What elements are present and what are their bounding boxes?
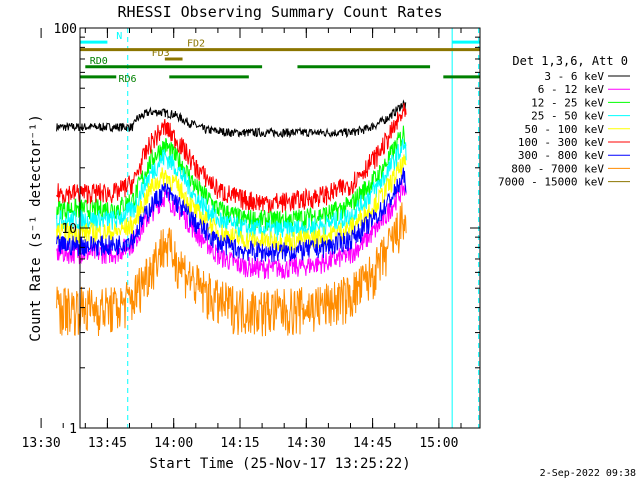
x-axis-label: Start Time (25-Nov-17 13:25:22) (149, 456, 410, 472)
x-tick-label: 14:30 (287, 436, 326, 451)
series-line (56, 99, 407, 139)
series-line (56, 154, 407, 254)
series-line (56, 138, 407, 242)
legend-label: 6 - 12 keV (538, 83, 605, 96)
legend-label: 300 - 800 keV (518, 149, 604, 162)
flag-label: RD0 (90, 56, 108, 67)
legend-label: 7000 - 15000 keV (498, 176, 604, 189)
legend-label: 3 - 6 keV (544, 70, 604, 83)
y-tick-label: 10 (61, 222, 77, 237)
footer-timestamp: 2-Sep-2022 09:38 (540, 468, 636, 479)
flag-label: N (116, 31, 122, 42)
chart-title: RHESSI Observing Summary Count Rates (117, 3, 442, 21)
legend-label: 100 - 300 keV (518, 136, 604, 149)
legend-label: 12 - 25 keV (531, 96, 604, 109)
x-tick-label: 13:45 (88, 436, 127, 451)
legend-label: 25 - 50 keV (531, 110, 604, 123)
plot-area (56, 28, 480, 428)
flag-bars: N FD2 FD3 RD0 RD6 (80, 31, 480, 85)
y-axis: 1 10 100 (54, 22, 480, 437)
y-axis-label: Count Rate (s⁻¹ detector⁻¹) (28, 114, 44, 342)
x-tick-label: 15:00 (419, 436, 458, 451)
series-line (56, 102, 407, 214)
y-tick-label: 100 (54, 22, 77, 37)
x-tick-label: 13:30 (22, 436, 61, 451)
x-axis: 13:30 13:45 14:00 14:15 14:30 14:45 15:00 (22, 28, 462, 451)
legend-label: 800 - 7000 keV (511, 162, 604, 175)
flag-label: FD3 (152, 48, 170, 59)
x-tick-label: 14:00 (154, 436, 193, 451)
x-tick-label: 14:15 (220, 436, 259, 451)
y-tick-label: 1 (69, 422, 77, 437)
x-tick-label: 14:45 (353, 436, 392, 451)
flag-label: RD6 (118, 74, 136, 85)
legend-header: Det 1,3,6, Att 0 (512, 54, 628, 68)
series-line (56, 167, 407, 263)
flag-label: FD2 (187, 39, 205, 50)
series-line (56, 202, 407, 337)
legend-label: 50 - 100 keV (525, 123, 605, 136)
